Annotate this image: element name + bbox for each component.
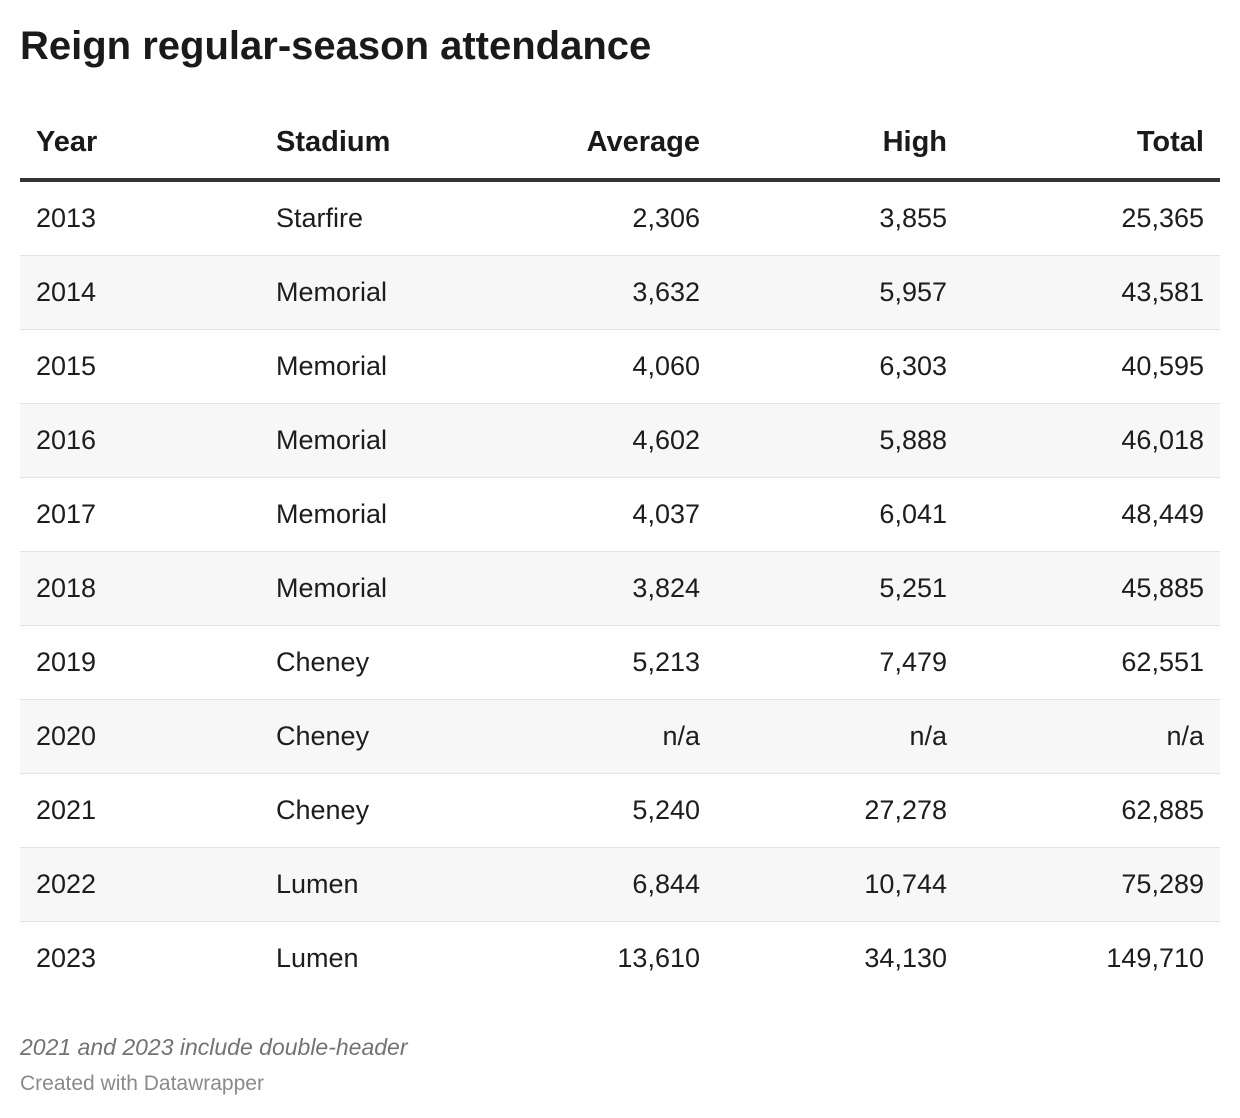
cell-high: 34,130: [864, 943, 947, 973]
cell-average: 5,213: [460, 625, 716, 700]
cell-total: 40,595: [963, 329, 1220, 404]
chart-title: Reign regular-season attendance: [20, 24, 652, 68]
column-header-average[interactable]: Average: [460, 106, 716, 182]
cell-high: 27,278: [716, 773, 963, 848]
cell-total: 75,289: [963, 847, 1220, 922]
cell-total: 45,885: [963, 551, 1220, 626]
column-header-total[interactable]: Total: [963, 106, 1220, 182]
table-row: 2023 Lumen 13,610 34,130 149,710: [20, 922, 1220, 996]
cell-average: 6,844: [460, 847, 716, 922]
cell-stadium: Cheney: [260, 625, 460, 700]
cell-average: 4,060: [460, 329, 716, 404]
cell-average: n/a: [460, 699, 716, 774]
table-row: 2022 Lumen 6,844 10,744 75,289: [20, 847, 1220, 922]
cell-average: 4,037: [460, 477, 716, 552]
cell-high: n/a: [716, 699, 963, 774]
table-row: 2017 Memorial 4,037 6,041 48,449: [20, 477, 1220, 552]
table-row: 2021 Cheney 5,240 27,278 62,885: [20, 773, 1220, 848]
cell-year: 2018: [20, 551, 260, 626]
cell-total: 149,710: [1106, 943, 1204, 973]
column-header-stadium[interactable]: Stadium: [260, 106, 460, 182]
table-body: 2013 Starfire 2,306 3,855 25,365 2014 Memorial…: [20, 180, 1220, 995]
cell-year: 2019: [20, 625, 260, 700]
cell-stadium: Memorial: [260, 477, 460, 552]
header-row: Year Stadium Average High Total: [20, 106, 1220, 182]
cell-total: 43,581: [963, 255, 1220, 330]
table-row: 2016 Memorial 4,602 5,888 46,018: [20, 403, 1220, 478]
cell-high: 7,479: [716, 625, 963, 700]
table-row: 2020 Cheney n/a n/a n/a: [20, 699, 1220, 774]
cell-year: 2023: [36, 943, 97, 973]
cell-average: 5,240: [460, 773, 716, 848]
cell-stadium: Memorial: [260, 329, 460, 404]
cell-year: 2015: [20, 329, 260, 404]
cell-year: 2016: [20, 403, 260, 478]
cell-total: 48,449: [963, 477, 1220, 552]
cell-stadium: Lumen: [276, 943, 359, 973]
footnote: 2021 and 2023 include double-header: [20, 1034, 408, 1060]
table-row: 2019 Cheney 5,213 7,479 62,551: [20, 625, 1220, 700]
cell-year: 2014: [20, 255, 260, 330]
cell-stadium: Memorial: [260, 255, 460, 330]
table-row: 2015 Memorial 4,060 6,303 40,595: [20, 329, 1220, 404]
table-row: 2014 Memorial 3,632 5,957 43,581: [20, 255, 1220, 330]
cell-year: 2017: [20, 477, 260, 552]
cell-high: 5,251: [716, 551, 963, 626]
cell-high: 3,855: [716, 180, 963, 256]
cell-high: 6,041: [716, 477, 963, 552]
cell-year: 2021: [20, 773, 260, 848]
cell-stadium: Cheney: [260, 773, 460, 848]
cell-high: 10,744: [716, 847, 963, 922]
cell-total: 62,551: [963, 625, 1220, 700]
table-row: 2018 Memorial 3,824 5,251 45,885: [20, 551, 1220, 626]
cell-stadium: Cheney: [260, 699, 460, 774]
cell-average: 3,632: [460, 255, 716, 330]
cell-average: 2,306: [460, 180, 716, 256]
cell-stadium: Starfire: [260, 180, 460, 256]
cell-total: 25,365: [963, 180, 1220, 256]
cell-average: 3,824: [460, 551, 716, 626]
cell-stadium: Lumen: [260, 847, 460, 922]
cell-average: 13,610: [617, 943, 700, 973]
cell-year: 2013: [20, 180, 260, 256]
column-header-high[interactable]: High: [716, 106, 963, 182]
table-row: 2013 Starfire 2,306 3,855 25,365: [20, 180, 1220, 256]
cell-total: n/a: [963, 699, 1220, 774]
column-header-year[interactable]: Year: [20, 106, 260, 182]
cell-year: 2020: [20, 699, 260, 774]
cell-stadium: Memorial: [260, 551, 460, 626]
credit-line: Created with Datawrapper: [20, 1072, 264, 1095]
cell-total: 62,885: [963, 773, 1220, 848]
cell-stadium: Memorial: [260, 403, 460, 478]
cell-average: 4,602: [460, 403, 716, 478]
attendance-table: Year Stadium Average High Total 2013 Star…: [20, 106, 1220, 995]
cell-high: 5,957: [716, 255, 963, 330]
cell-high: 5,888: [716, 403, 963, 478]
cell-high: 6,303: [716, 329, 963, 404]
cell-year: 2022: [20, 847, 260, 922]
table-header: Year Stadium Average High Total: [20, 106, 1220, 182]
cell-total: 46,018: [963, 403, 1220, 478]
